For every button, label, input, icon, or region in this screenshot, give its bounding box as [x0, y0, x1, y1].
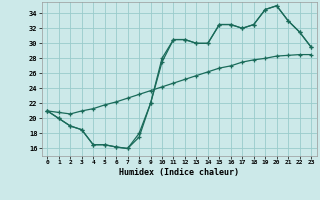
- X-axis label: Humidex (Indice chaleur): Humidex (Indice chaleur): [119, 168, 239, 177]
